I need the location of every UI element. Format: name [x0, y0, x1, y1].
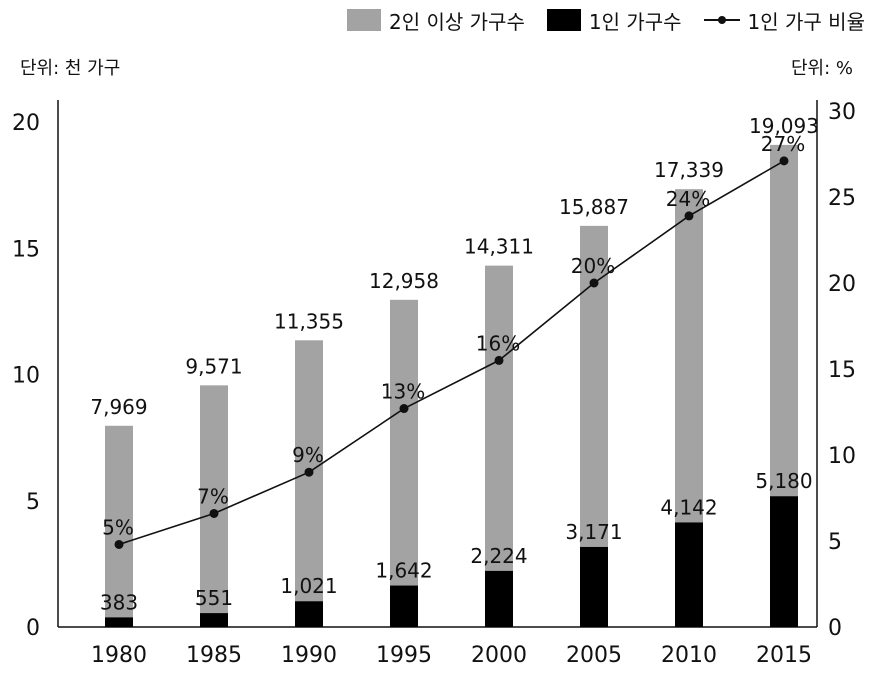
y-left-tick-label: 0	[26, 616, 40, 641]
legend: 2인 이상 가구수 1인 가구수 1인 가구 비율	[325, 6, 865, 34]
ratio-value-label: 9%	[292, 443, 324, 467]
ratio-point	[114, 539, 124, 549]
bar-single-household	[485, 570, 513, 627]
ratio-point	[209, 508, 219, 518]
single-value-label: 5,180	[755, 469, 812, 493]
x-tick-label: 2005	[566, 643, 622, 668]
bar-single-household	[105, 617, 133, 627]
y-left-tick-label: 10	[12, 364, 40, 389]
total-value-label: 7,969	[90, 395, 147, 419]
bar-single-household	[580, 546, 608, 627]
legend-item-ratio: 1인 가구 비율	[703, 6, 865, 35]
ratio-value-label: 27%	[761, 132, 805, 156]
single-value-label: 1,642	[375, 559, 432, 583]
bar-multi-household	[485, 265, 513, 571]
y-right-tick-label: 0	[828, 616, 842, 641]
total-value-label: 11,355	[274, 309, 344, 333]
ratio-value-label: 7%	[197, 484, 229, 508]
bar-multi-household	[200, 385, 228, 614]
legend-swatch-single	[546, 9, 581, 31]
bar-multi-household	[105, 425, 133, 618]
ratio-line	[118, 160, 785, 546]
ratio-value-label: 16%	[476, 331, 520, 355]
y-right-tick-label: 30	[828, 100, 856, 125]
y-left-tick-label: 15	[12, 237, 40, 262]
x-tick-label: 2010	[661, 643, 717, 668]
ratio-point	[779, 156, 789, 166]
x-tick-label: 1985	[186, 643, 242, 668]
legend-item-multi: 2인 이상 가구수	[347, 6, 525, 35]
ratio-point	[684, 211, 694, 221]
bar-single-household	[295, 601, 323, 627]
ratio-point	[589, 278, 599, 288]
y-right-tick-label: 5	[828, 530, 842, 555]
y-left-tick-label: 5	[26, 490, 40, 515]
x-tick-label: 2000	[471, 643, 527, 668]
bar-multi-household	[675, 189, 703, 523]
ratio-value-label: 20%	[571, 254, 615, 278]
legend-item-single: 1인 가구수	[546, 6, 682, 35]
left-axis-unit: 단위: 천 가구	[20, 58, 121, 79]
single-value-label: 1,021	[280, 574, 337, 598]
ratio-point	[399, 404, 409, 414]
x-tick-label: 2015	[756, 643, 812, 668]
single-value-label: 383	[100, 590, 138, 614]
y-right-tick-label: 20	[828, 272, 856, 297]
bar-multi-household	[770, 144, 798, 497]
y-left-tick-label: 20	[12, 111, 40, 136]
total-value-label: 12,958	[369, 269, 439, 293]
bar-single-household	[770, 496, 798, 627]
x-tick-label: 1990	[281, 643, 337, 668]
legend-label-ratio: 1인 가구 비율	[747, 9, 865, 34]
bar-single-household	[675, 522, 703, 627]
total-value-label: 19,093	[749, 114, 819, 138]
bar-multi-household	[390, 299, 418, 586]
y-right-tick-label: 10	[828, 444, 856, 469]
total-value-label: 15,887	[559, 195, 629, 219]
right-axis-unit: 단위: %	[790, 58, 853, 79]
ratio-point	[494, 355, 504, 365]
bar-single-household	[200, 613, 228, 627]
y-right-tick-label: 15	[828, 358, 856, 383]
ratio-value-label: 13%	[381, 380, 425, 404]
total-value-label: 17,339	[654, 158, 724, 182]
total-value-label: 14,311	[464, 235, 534, 259]
single-value-label: 2,224	[470, 544, 527, 568]
single-value-label: 3,171	[565, 520, 622, 544]
y-right-tick-label: 25	[828, 186, 856, 211]
bar-single-household	[390, 585, 418, 627]
x-tick-label: 1980	[91, 643, 147, 668]
ratio-value-label: 5%	[102, 515, 134, 539]
legend-label-multi: 2인 이상 가구수	[389, 9, 525, 34]
legend-swatch-multi	[347, 9, 382, 31]
x-tick-label: 1995	[376, 643, 432, 668]
single-value-label: 4,142	[660, 495, 717, 519]
ratio-value-label: 24%	[666, 187, 710, 211]
ratio-point	[304, 467, 314, 477]
legend-label-single: 1인 가구수	[588, 9, 682, 34]
single-value-label: 551	[195, 586, 233, 610]
total-value-label: 9,571	[185, 354, 242, 378]
legend-swatch-ratio	[703, 9, 740, 31]
